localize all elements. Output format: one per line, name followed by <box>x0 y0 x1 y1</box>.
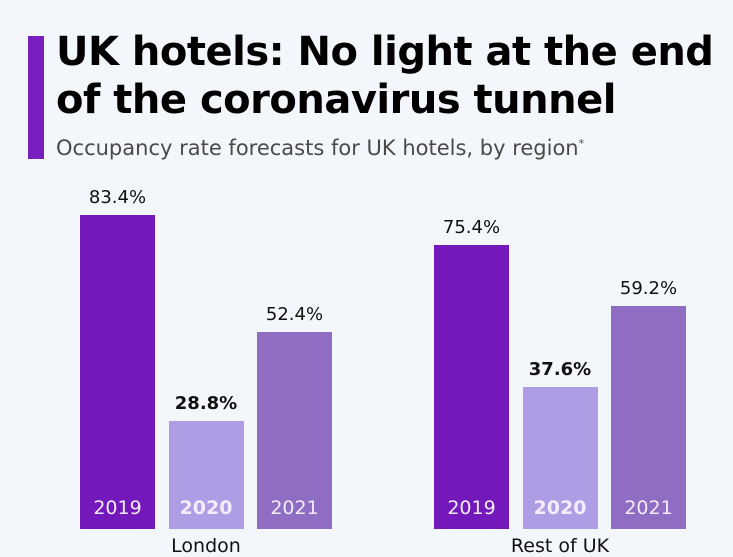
category-label: Rest of UK <box>510 535 610 557</box>
bar-rest-of-uk-2019 <box>434 245 509 529</box>
subtitle-text: Occupancy rate forecasts for UK hotels, … <box>56 136 579 160</box>
year-label: 2021 <box>624 497 673 519</box>
data-label: 83.4% <box>88 186 147 208</box>
subtitle-footnote-mark: * <box>578 137 585 150</box>
year-label: 2019 <box>93 497 142 519</box>
year-label: 2020 <box>179 497 233 519</box>
year-label: 2019 <box>447 497 496 519</box>
bar-rest-of-uk-2020 <box>522 387 598 529</box>
bar-london-2020 <box>168 420 244 529</box>
bar-london-2021 <box>257 331 332 529</box>
data-label: 28.8% <box>174 392 238 414</box>
title-accent-bar <box>28 36 44 159</box>
title-line-2: of the coronavirus tunnel <box>56 77 616 123</box>
title-line-1: UK hotels: No light at the end <box>56 29 714 75</box>
data-label: 59.2% <box>619 278 678 300</box>
chart-subtitle: Occupancy rate forecasts for UK hotels, … <box>56 136 584 160</box>
data-label: 37.6% <box>528 359 592 381</box>
chart-title: UK hotels: No light at the end of the co… <box>56 28 714 124</box>
year-label: 2021 <box>270 497 319 519</box>
data-label: 75.4% <box>442 217 501 239</box>
data-label: 52.4% <box>265 303 324 325</box>
bar-rest-of-uk-2021 <box>611 306 686 529</box>
bar-london-2019 <box>80 214 155 529</box>
category-label: London <box>171 535 241 557</box>
year-label: 2020 <box>533 497 587 519</box>
